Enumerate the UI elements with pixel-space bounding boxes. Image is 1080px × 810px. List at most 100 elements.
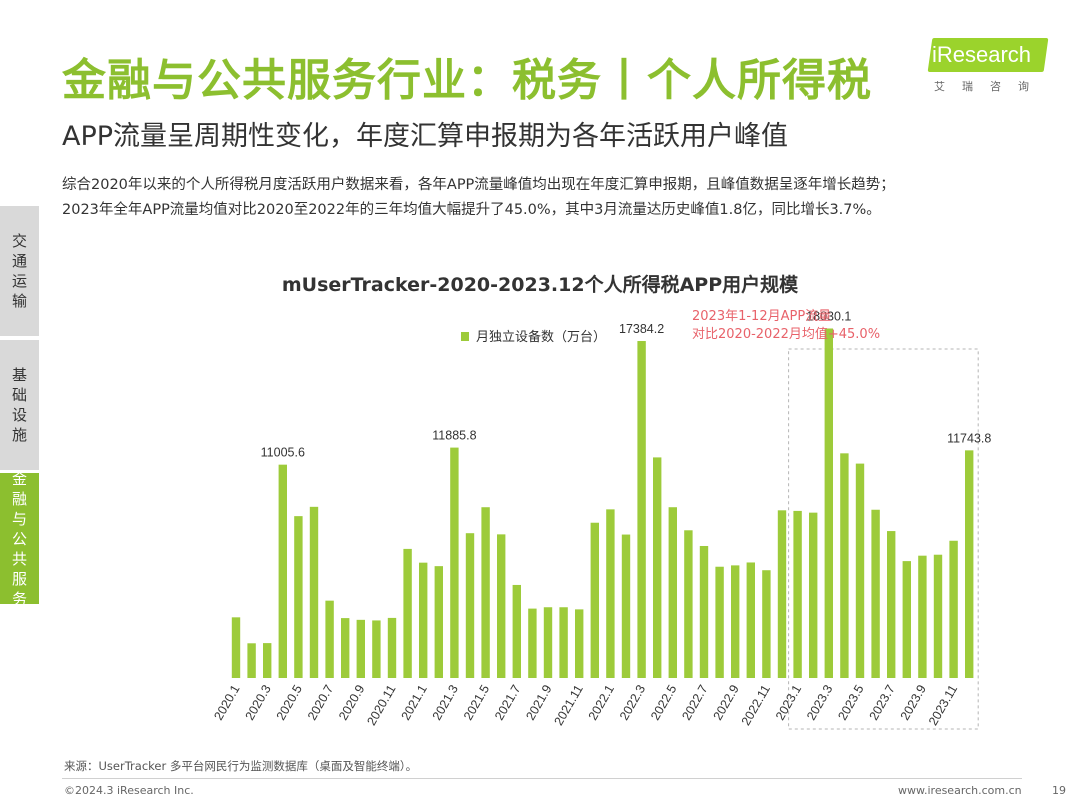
description-line-2: 2023年全年APP流量均值对比2020至2022年的三年均值大幅提升了45.0… [62,202,881,218]
bar-2023.2 [809,512,818,678]
x-tick-2022.9: 2022.9 [711,682,742,722]
x-tick-2021.5: 2021.5 [461,682,492,722]
sidebar-tab-char: 施 [11,426,27,444]
bar-2022.2 [621,534,631,678]
bar-2021.11 [575,609,584,678]
sidebar-tab-char: 务 [11,589,27,608]
data-label-2021.3: 11885.8 [432,429,476,443]
bar-2023.12 [965,450,974,678]
bar-2022.6 [684,530,693,678]
bar-2021.2 [434,566,443,678]
x-tick-2023.9: 2023.9 [898,682,929,722]
x-tick-2022.7: 2022.7 [679,682,710,722]
sidebar-tab-char: 与 [11,509,27,528]
x-tick-2023.11: 2023.11 [926,682,960,727]
x-tick-2023.3: 2023.3 [804,682,835,722]
x-tick-2023.1: 2023.1 [773,682,804,722]
x-tick-2020.3: 2020.3 [243,682,274,722]
x-tick-2020.1: 2020.1 [211,682,242,722]
chart-title: mUserTracker-2020-2023.12个人所得税APP用户规模 [0,270,1080,297]
bar-2023.1 [793,510,802,678]
bar-2022.3 [637,341,646,678]
source-note: 来源：UserTracker 多平台网民行为监测数据库（桌面及智能终端）。 [64,759,418,773]
sidebar-tab-char: 服 [11,569,27,588]
page-title: 金融与公共服务行业：税务丨个人所得税 [62,55,872,106]
highlight-box-2023 [788,348,979,730]
sidebar-tab-finance-public-service[interactable]: 金融与公共服务 [0,470,39,608]
sidebar-tab-char: 础 [11,386,27,404]
bar-2022.1 [606,509,615,678]
bar-2023.7 [887,531,896,678]
bar-2022.11 [762,570,771,678]
data-label-2023.3: 18030.1 [806,309,851,323]
bar-2020.10 [372,620,381,678]
sidebar-tab-transport[interactable]: 交通运输 [0,206,39,336]
x-tick-2022.11: 2022.11 [739,682,773,727]
page-number: 19 [1052,784,1066,797]
x-tick-2021.9: 2021.9 [523,682,554,722]
description: 综合2020年以来的个人所得税月度活跃用户数据来看，各年APP流量峰值均出现在年… [62,173,1022,223]
bar-2021.5 [481,507,490,678]
sidebar-tab-char: 公 [11,529,27,548]
x-tick-2020.7: 2020.7 [305,682,336,722]
sidebar-tab-char: 金 [11,469,27,488]
bar-2021.4 [465,533,475,678]
x-tick-2021.3: 2021.3 [430,682,461,722]
bar-2020.9 [356,619,365,678]
bar-2020.1 [231,617,241,678]
sidebar-tab-infrastructure[interactable]: 基础设施 [0,340,39,470]
bar-2020.11 [387,617,397,678]
bar-2020.12 [403,548,412,678]
bar-2021.9 [543,607,553,678]
x-tick-2023.7: 2023.7 [867,682,898,722]
bar-2021.3 [450,447,459,678]
bar-2020.2 [247,643,256,678]
data-label-2023.12: 11743.8 [947,431,991,445]
data-label-2022.3: 17384.2 [619,322,664,336]
sidebar-tab-char: 设 [11,406,27,424]
chart-title-text: mUserTracker-2020-2023.12个人所得税APP用户规模 [281,274,799,296]
iresearch-logo: iResearch 艾瑞咨询 [926,38,1052,96]
x-tick-2021.1: 2021.1 [399,682,430,722]
bar-2023.4 [840,453,849,678]
footer-divider [62,778,1022,779]
copyright: ©2024.3 iResearch Inc. [64,784,194,797]
bar-2022.9 [731,565,740,678]
sidebar-tab-char: 基 [11,366,27,384]
bar-2023.6 [871,509,880,678]
bar-2022.10 [746,562,755,678]
sidebar-tab-char: 运 [11,272,27,290]
bar-2021.7 [512,584,521,678]
bar-2021.1 [419,562,428,678]
x-tick-2023.5: 2023.5 [835,682,866,722]
x-tick-2020.11: 2020.11 [364,682,398,727]
bar-2020.5 [294,516,303,678]
bar-2022.7 [699,545,709,678]
bar-2021.10 [559,607,568,678]
bar-2021.6 [497,534,506,678]
bar-2023.8 [902,561,911,678]
x-tick-2022.5: 2022.5 [648,682,679,722]
annotation-line-1: 2023年1-12月APP流量 [692,309,831,324]
legend-label: 月独立设备数（万台） [476,329,606,345]
bar-2023.10 [933,554,943,678]
page-subtitle: APP流量呈周期性变化，年度汇算申报期为各年活跃用户峰值 [62,121,789,152]
bar-2020.3 [263,643,272,678]
bar-2021.8 [528,608,537,678]
legend-swatch [461,332,469,341]
bar-2021.12 [590,522,599,678]
x-tick-2020.9: 2020.9 [336,682,367,722]
bar-2022.4 [653,457,662,678]
x-tick-2022.1: 2022.1 [586,682,617,722]
logo-text: iResearch [932,42,1032,67]
bar-2023.9 [918,555,927,678]
x-tick-2020.5: 2020.5 [274,682,305,722]
bar-2023.5 [855,463,865,678]
sidebar-tab-char: 通 [11,252,27,270]
logo-subtext: 艾瑞咨询 [934,80,1046,93]
bar-2022.12 [777,510,787,678]
bar-2022.5 [668,507,677,678]
bar-2020.8 [341,618,350,678]
sidebar-tab-char: 交 [11,232,27,250]
annotation-line-2: 对比2020-2022月均值+45.0% [692,326,880,342]
